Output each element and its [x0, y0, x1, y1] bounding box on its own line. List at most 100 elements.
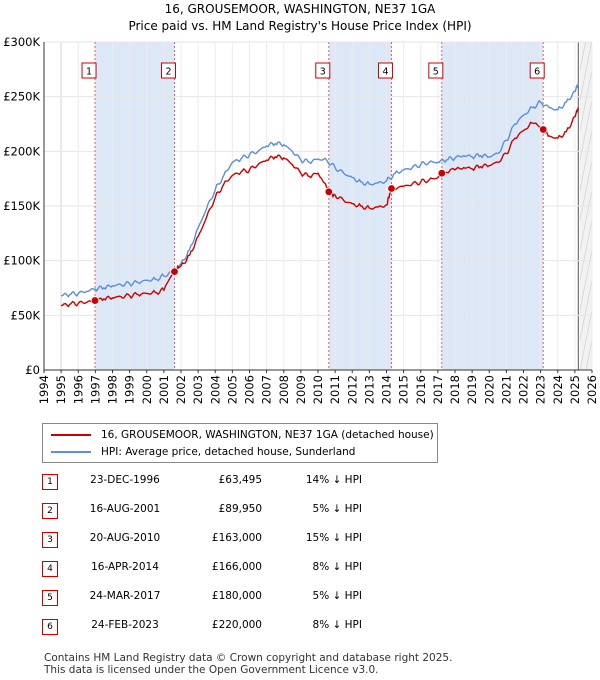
- x-tick-label: 2011: [328, 375, 342, 404]
- footer: Contains HM Land Registry data © Crown c…: [44, 652, 452, 676]
- sale-date: 23-DEC-1996: [90, 474, 160, 486]
- x-tick-label: 1996: [71, 375, 85, 404]
- x-tick-label: 2001: [157, 375, 171, 404]
- sale-date: 24-FEB-2023: [91, 619, 159, 631]
- sale-label: 1: [86, 67, 92, 78]
- sale-price: £63,495: [218, 474, 262, 486]
- y-tick-label: £300K: [3, 35, 40, 49]
- x-tick-label: 2017: [431, 375, 445, 404]
- sale-price: £163,000: [211, 532, 262, 544]
- sale-label-box: [160, 62, 176, 79]
- sale-price: £166,000: [211, 561, 262, 573]
- y-tick-label: £0: [25, 363, 40, 377]
- sale-row: 6 24-FEB-2023 £220,000 8% ↓ HPI: [42, 615, 462, 637]
- legend-label-hpi: HPI: Average price, detached house, Sund…: [101, 446, 356, 458]
- x-tick-label: 2015: [397, 375, 411, 404]
- y-tick-label: £250K: [3, 90, 40, 104]
- x-tick-label: 2025: [568, 375, 582, 404]
- sale-label-box: [529, 62, 545, 79]
- sale-price: £180,000: [211, 590, 262, 602]
- legend-item-hpi: HPI: Average price, detached house, Sund…: [51, 444, 355, 460]
- x-tick-label: 2008: [277, 375, 291, 404]
- sale-price: £220,000: [211, 619, 262, 631]
- legend-item-property: 16, GROUSEMOOR, WASHINGTON, NE37 1GA (de…: [51, 427, 434, 443]
- sale-date: 16-APR-2014: [91, 561, 159, 573]
- x-tick-label: 2022: [517, 375, 531, 404]
- footer-licence: This data is licensed under the Open Gov…: [44, 664, 379, 676]
- x-tick-label: 2026: [585, 375, 599, 404]
- sale-number-badge: 4: [42, 561, 58, 577]
- sale-label: 5: [433, 67, 439, 78]
- sale-label-box: [81, 62, 97, 79]
- sale-row: 2 16-AUG-2001 £89,950 5% ↓ HPI: [42, 499, 462, 521]
- footer-copyright: Contains HM Land Registry data © Crown c…: [44, 652, 453, 664]
- x-tick-label: 2019: [465, 375, 479, 404]
- y-tick-label: £150K: [3, 199, 40, 213]
- sale-labels: 1 2 3 4 5 6: [81, 62, 545, 79]
- legend-swatch-hpi: [51, 451, 91, 453]
- chart-title: 16, GROUSEMOOR, WASHINGTON, NE37 1GA: [164, 2, 436, 16]
- y-tick-label: £200K: [3, 144, 40, 158]
- x-tick-label: 2014: [380, 375, 394, 404]
- x-tick-label: 1994: [37, 375, 51, 404]
- hatch-line: [591, 368, 593, 370]
- sale-row: 4 16-APR-2014 £166,000 8% ↓ HPI: [42, 557, 462, 579]
- sale-marker: [90, 296, 100, 305]
- x-tick-label: 2000: [140, 375, 154, 404]
- hpi-line: [61, 83, 579, 298]
- sale-hpi-diff: 5% ↓ HPI: [312, 590, 362, 602]
- property-line: [61, 107, 579, 308]
- x-tick-label: 1997: [88, 375, 102, 404]
- x-tick-label: 1998: [106, 375, 120, 404]
- sale-label: 2: [165, 67, 171, 78]
- legend-swatch-property: [51, 434, 91, 436]
- x-tick-label: 2020: [482, 375, 496, 404]
- x-tick-label: 2007: [260, 375, 274, 404]
- sale-marker: [437, 168, 447, 178]
- sale-row: 3 20-AUG-2010 £163,000 15% ↓ HPI: [42, 528, 462, 550]
- x-tick-label: 2016: [414, 375, 428, 404]
- sale-row: 5 24-MAR-2017 £180,000 5% ↓ HPI: [42, 586, 462, 608]
- x-tick-label: 2021: [499, 375, 513, 404]
- sale-number-badge: 1: [42, 474, 58, 490]
- sale-label: 4: [382, 67, 388, 78]
- legend-label-property: 16, GROUSEMOOR, WASHINGTON, NE37 1GA (de…: [101, 429, 434, 441]
- x-tick-label: 2003: [191, 375, 205, 404]
- sale-number-badge: 2: [42, 503, 58, 519]
- sale-hpi-diff: 5% ↓ HPI: [312, 503, 362, 515]
- sale-price: £89,950: [218, 503, 262, 515]
- x-tick-label: 2009: [294, 375, 308, 404]
- x-tick-label: 2002: [174, 375, 188, 404]
- sale-date: 20-AUG-2010: [89, 532, 161, 544]
- sale-label-box: [377, 62, 393, 79]
- sale-label: 3: [320, 67, 326, 78]
- sale-number-badge: 5: [42, 590, 58, 606]
- sale-date: 16-AUG-2001: [89, 503, 161, 515]
- sale-marker: [170, 267, 179, 276]
- y-tick-label: £50K: [11, 308, 41, 322]
- sale-label-box: [315, 62, 331, 79]
- sale-label: 6: [534, 67, 540, 78]
- x-tick-label: 1995: [54, 375, 68, 404]
- x-tick-label: 2006: [243, 375, 257, 404]
- sale-hpi-diff: 8% ↓ HPI: [312, 619, 362, 631]
- x-tick-label: 2018: [448, 375, 462, 404]
- sale-label-box: [428, 62, 444, 79]
- sale-hpi-diff: 14% ↓ HPI: [305, 474, 362, 486]
- x-tick-label: 2005: [225, 375, 239, 404]
- sale-date: 24-MAR-2017: [89, 590, 161, 602]
- x-tick-label: 2004: [208, 375, 222, 404]
- x-tick-label: 2013: [362, 375, 376, 404]
- x-tick-label: 2023: [534, 375, 548, 404]
- y-tick-label: £100K: [3, 254, 40, 268]
- sale-marker: [324, 187, 333, 196]
- sale-markers: [90, 125, 548, 305]
- x-tick-label: 2012: [345, 375, 359, 404]
- x-tick-label: 1999: [123, 375, 137, 404]
- x-tick-label: 2010: [311, 375, 325, 404]
- series-lines: [61, 83, 579, 308]
- sale-vertical-lines: [94, 42, 544, 370]
- sale-marker: [387, 184, 396, 193]
